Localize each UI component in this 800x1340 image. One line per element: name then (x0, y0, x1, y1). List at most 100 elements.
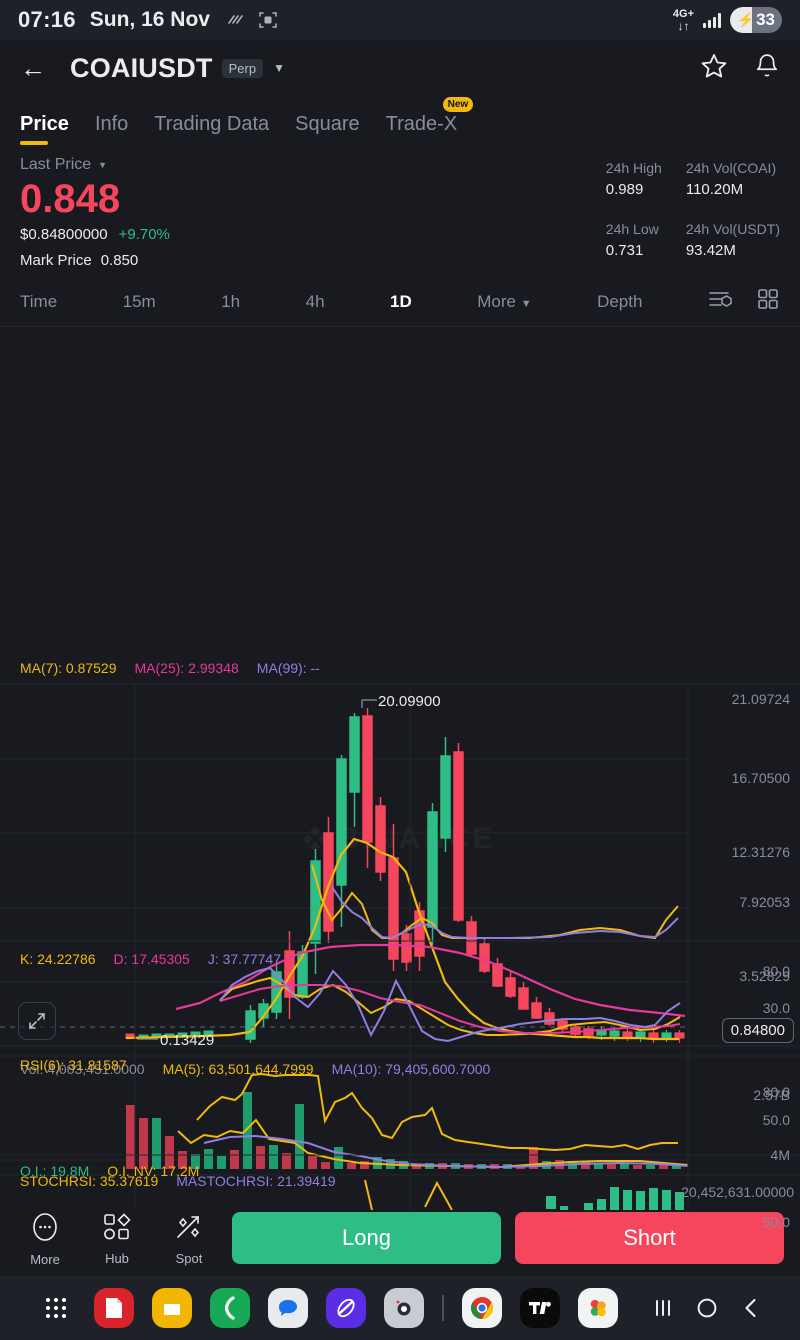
tab-label: Info (94, 113, 129, 135)
dock-divider (442, 1295, 444, 1321)
hub-button[interactable]: Hub (88, 1211, 146, 1266)
tab-square[interactable]: Square (295, 113, 360, 142)
volume-legend: Vol: 4,003,451.0000 MA(5): 63,501,644.79… (20, 1061, 490, 1077)
more-label: More (30, 1251, 60, 1267)
volume-ma5-line (177, 1118, 689, 1169)
photos-icon[interactable] (578, 1288, 618, 1328)
ma99-legend: MA(99): -- (256, 660, 320, 677)
kdj-canvas (0, 961, 800, 1047)
current-price-tag: 0.84800 (721, 1018, 794, 1044)
usd-price-value: $0.84800000 (20, 226, 108, 244)
tab-label: Square (295, 113, 360, 135)
home-button[interactable] (694, 1295, 720, 1321)
chevron-down-icon[interactable]: ▼ (273, 61, 285, 75)
samsung-internet-icon[interactable] (326, 1288, 366, 1328)
stochrsi-axis-tick: 50.0 (762, 1214, 790, 1231)
interval-15m[interactable]: 15m (122, 291, 156, 311)
network-type-icon: 4G+ ↓↑ (672, 7, 694, 33)
ma25-line (175, 944, 686, 1018)
mark-price-label: Mark Price (20, 252, 92, 270)
interval-more[interactable]: More ▼ (477, 292, 531, 312)
ma7-legend: MA(7): 0.87529 (20, 660, 117, 677)
stat-24h-vol-base: 24h Vol(COAI) 110.20M (686, 160, 780, 209)
rsi-legend-value: RSI(6): 31.81587 (20, 1057, 127, 1073)
chrome-icon[interactable] (462, 1288, 502, 1328)
kdj-axis-tick: 30.0 (762, 1000, 790, 1016)
rsi-axis-tick: 80.0 (762, 1084, 790, 1100)
tab-label: Price (20, 113, 69, 135)
interval-time[interactable]: Time (20, 291, 58, 311)
kdj-j-legend: J: 37.77747 (207, 951, 281, 967)
interval-1h[interactable]: 1h (221, 291, 241, 311)
tab-label: Trading Data (154, 113, 270, 135)
price-axis-tick: 7.92053 (739, 894, 790, 911)
pdf-reader-icon[interactable] (94, 1288, 134, 1328)
camera-icon[interactable] (384, 1288, 424, 1328)
tab-label: Trade-X (385, 113, 458, 135)
fullscreen-expand-button[interactable] (18, 1002, 56, 1041)
rsi-line (196, 1072, 678, 1152)
star-icon[interactable] (700, 52, 728, 85)
tradingview-icon[interactable] (520, 1288, 560, 1328)
short-label: Short (623, 1225, 676, 1250)
trade-action-bar: More Hub Spot Long Short (0, 1200, 800, 1276)
price-type-selector[interactable]: Last Price ▼ (20, 156, 170, 174)
interval-1d[interactable]: 1D (390, 291, 412, 311)
market-stats: 24h High 0.989 24h Vol(COAI) 110.20M 24h… (606, 156, 780, 269)
price-axis-tick: 16.70500 (731, 770, 790, 787)
stat-label: 24h High (605, 160, 662, 176)
volume-ma10-line (203, 1135, 689, 1169)
tab-trading-data[interactable]: Trading Data (154, 113, 269, 142)
usd-price-row: $0.84800000 +9.70% (20, 226, 170, 243)
rsi-axis-tick: 50.0 (762, 1112, 790, 1128)
battery-indicator: ⚡ 33 (730, 7, 782, 33)
price-column: Last Price ▼ 0.848 $0.84800000 +9.70% Ma… (20, 156, 170, 269)
signal-strength-icon (703, 12, 721, 28)
chart-high-label: 20.09900 (378, 693, 441, 711)
chart-settings-icon[interactable] (708, 288, 734, 315)
status-right-cluster: 4G+ ↓↑ ⚡ 33 (673, 7, 782, 33)
tab-info[interactable]: Info (95, 113, 128, 142)
stat-value: 93.42M (685, 241, 736, 259)
stat-value: 0.731 (605, 241, 644, 259)
price-ma-legend: MA(7): 0.87529 MA(25): 2.99348 MA(99): -… (20, 660, 320, 676)
ma7-line (125, 837, 679, 1041)
phone-icon[interactable] (210, 1288, 250, 1328)
recents-button[interactable] (650, 1295, 676, 1321)
page-title[interactable]: COAIUSDT (70, 52, 213, 83)
arrow-left-icon[interactable]: ← (20, 53, 46, 83)
oi-axis-tick: 20,452,631.00000 (681, 1184, 794, 1200)
kdj-k-legend: K: 24.22786 (20, 951, 96, 967)
last-price-value: 0.848 (20, 177, 121, 221)
stat-label: 24h Vol(USDT) (685, 220, 780, 237)
rsi-legend: RSI(6): 31.81587 (20, 1057, 127, 1073)
interval-4h[interactable]: 4h (305, 291, 325, 311)
short-button[interactable]: Short (515, 1212, 784, 1264)
kdj-axis-tick: 80.0 (762, 963, 790, 979)
stat-24h-high: 24h High 0.989 (606, 160, 662, 209)
mastochrsi-line (331, 886, 679, 940)
tab-trade-x[interactable]: Trade-X New (385, 97, 474, 142)
chart-low-label: 0.13429 (160, 1032, 215, 1050)
stat-value: 0.989 (605, 181, 644, 198)
android-dock (0, 1276, 800, 1340)
bell-icon[interactable] (754, 52, 780, 85)
messages-icon[interactable] (268, 1288, 308, 1328)
files-icon[interactable] (152, 1288, 192, 1328)
tab-price[interactable]: Price (20, 113, 69, 145)
app-drawer-icon[interactable] (36, 1288, 76, 1328)
interval-depth[interactable]: Depth (597, 291, 643, 311)
price-type-label: Last Price (20, 156, 92, 173)
silent-mode-icon (226, 11, 248, 29)
oi-nv-line-b (424, 1180, 453, 1210)
spot-button[interactable]: Spot (160, 1211, 218, 1266)
back-button[interactable] (738, 1295, 764, 1321)
chart-layout-grid-icon[interactable] (756, 287, 780, 316)
contract-type-badge: Perp (221, 58, 264, 78)
oi-nv-legend-value: O.I. NV: 17.2M (107, 1163, 200, 1179)
more-button[interactable]: More (16, 1210, 74, 1267)
interval-more-label: More (477, 291, 516, 311)
price-axis-tick: 12.31276 (731, 844, 790, 861)
chart-canvas (0, 683, 800, 1057)
long-button[interactable]: Long (232, 1212, 501, 1264)
